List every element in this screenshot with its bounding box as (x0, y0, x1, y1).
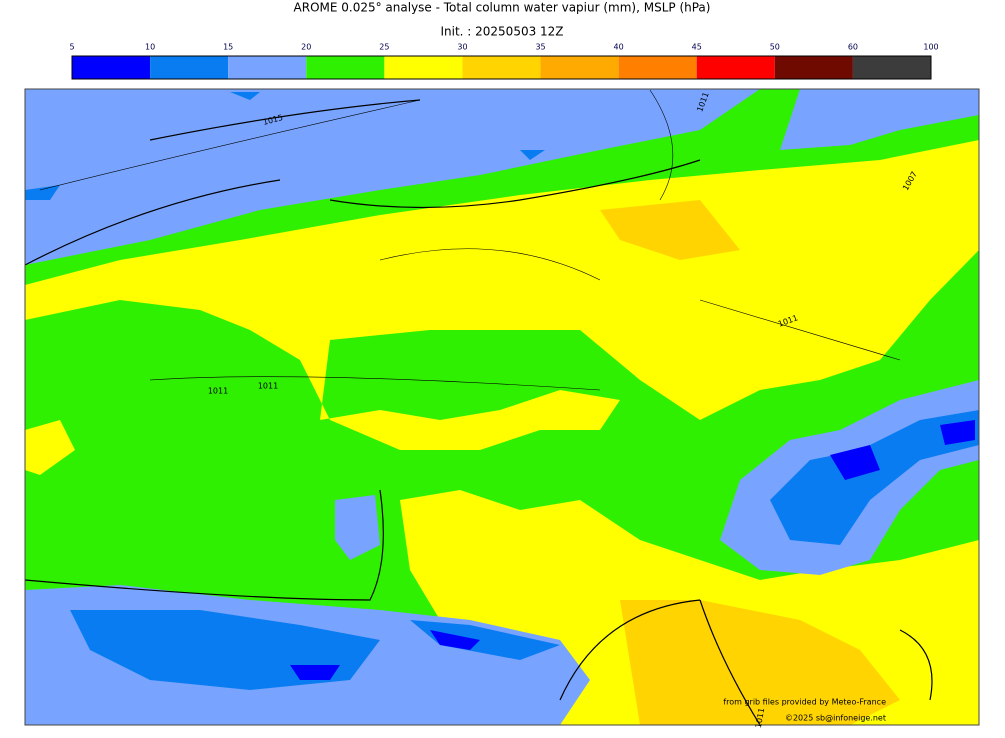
credit: from grib files provided by Meteo-France (723, 698, 886, 707)
colorbar-tick-label: 100 (923, 43, 938, 52)
field-very-low (290, 630, 480, 680)
isobar (39, 89, 901, 391)
field-low (70, 610, 560, 690)
field-moist (600, 200, 900, 725)
colorbar-tick-label: 40 (614, 43, 624, 52)
colorbar-segment (696, 56, 775, 79)
map-frame (24, 88, 980, 726)
isobar-label: 1011 (258, 382, 278, 391)
colorbar-tick-label: 30 (457, 43, 467, 52)
field-low (335, 495, 380, 560)
colorbar-frame (71, 55, 932, 80)
field-low (780, 89, 979, 150)
colorbar-segment (150, 56, 229, 79)
colorbar-tick-label: 20 (301, 43, 311, 52)
colorbar-segment (72, 56, 151, 79)
colorbar-segment (462, 56, 541, 79)
title: AROME 0.025° analyse - Total column wate… (294, 1, 711, 15)
colorbar-segment (306, 56, 385, 79)
colorbar-tick-label: 50 (770, 43, 780, 52)
colorbar-tick-label: 10 (145, 43, 155, 52)
colorbar-segment (384, 56, 463, 79)
colorbar: 5 10 15 20 25 30 35 40 45 50 60 100 (69, 43, 939, 80)
colorbar-segment (540, 56, 619, 79)
colorbar-tick-label: 25 (379, 43, 389, 52)
isobar-label: 1011 (754, 707, 766, 729)
subtitle: Init. : 20250503 12Z (440, 25, 563, 39)
colorbar-tick-label: 45 (692, 43, 702, 52)
field-moist (25, 140, 979, 450)
colorbar-tick-label: 35 (535, 43, 545, 52)
field-very-low (830, 420, 975, 480)
colorbar-segment (228, 56, 307, 79)
field-low (770, 410, 979, 545)
colorbar-tick-label: 5 (69, 43, 74, 52)
credit: ©2025 sb@infoneige.net (785, 714, 886, 723)
colorbar-segment (618, 56, 697, 79)
colorbar-tick-label: 15 (223, 43, 233, 52)
map (25, 89, 979, 725)
colorbar-tick-label: 60 (848, 43, 858, 52)
field-moist (25, 420, 75, 475)
colorbar-segment (852, 56, 931, 79)
coastline (25, 99, 933, 725)
colorbar-segment (774, 56, 853, 79)
field-low (25, 89, 760, 265)
isobar-label: 1011 (208, 387, 228, 396)
